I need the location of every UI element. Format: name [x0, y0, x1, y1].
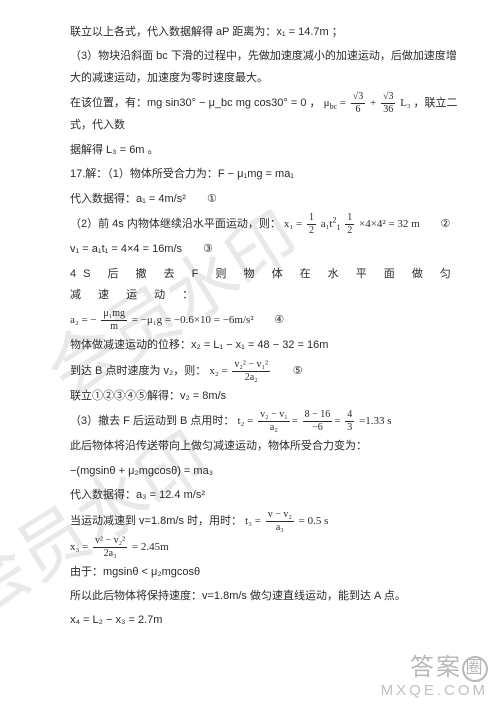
text-line: （3）撤去 F 后运动到 B 点用时： t₂ = v₂ − v₁a₂= 8 − …: [70, 410, 460, 433]
lead: a₂ = −: [70, 314, 97, 326]
frac-den: a₂: [258, 422, 290, 433]
frac-num: v₂ − v₁: [258, 410, 290, 422]
step-marker: ③: [203, 239, 213, 260]
formula-x2eq: x₂ = v₂² − v₁²2a₂: [209, 365, 274, 377]
step-marker: ①: [207, 189, 217, 210]
frac-den: 3: [345, 422, 354, 433]
frac-num: v₂² − v₁²: [232, 360, 270, 372]
text-line: 所以此后物体将保持速度：v=1.8m/s 做匀速直线运动，能到达 A 点。: [70, 586, 460, 607]
text-line: 代入数据得：a₁ = 4m/s² ①: [70, 189, 460, 210]
segment: v₁ = a₁t₁ = 4×4 = 16m/s: [70, 243, 182, 255]
document-body: 联立以上各式，代入数据解得 aP 距离为：x₁ = 14.7m ； （3）物块沿…: [0, 0, 500, 655]
frac-num: √3: [381, 92, 396, 104]
frac-num: v − v₂: [266, 510, 294, 522]
text-line: 到达 B 点时速度为 v₂，则： x₂ = v₂² − v₁²2a₂ ⑤: [70, 360, 460, 383]
suffix: = −μ₁g = −0.6×10 = −6m/s²: [132, 314, 254, 326]
logo-ring: 圈: [462, 656, 488, 682]
frac-den: 6: [351, 104, 366, 115]
text-line: v₁ = a₁t₁ = 4×4 = 16m/s ③: [70, 239, 460, 260]
mid: a₁t: [321, 218, 333, 230]
formula-x3: x₃ = v² − v₂²2a₃ = 2.45m: [70, 541, 169, 553]
text-line: 此后物体将沿传送带向上做匀减速运动，物体所受合力变为：: [70, 436, 460, 457]
segment: 代入数据得：a₁ = 4m/s²: [70, 193, 186, 205]
text-line: a₂ = − μ₁mgm = −μ₁g = −0.6×10 = −6m/s² ④: [70, 309, 460, 332]
formula-x1: x₁ = 12 a₁t21 12 ×4×4² = 32 m: [284, 218, 423, 230]
text-line: 联立以上各式，代入数据解得 aP 距离为：x₁ = 14.7m ；: [70, 22, 460, 43]
frac-num: v² − v₂²: [93, 536, 127, 548]
step-marker: ②: [440, 214, 450, 235]
text-line: 代入数据得：a₃ = 12.4 m/s²: [70, 485, 460, 506]
text-line: 据解得 L₃ = 6m 。: [70, 140, 460, 161]
segment: 到达 B 点时速度为 v₂，则：: [70, 365, 206, 377]
lead: x₂ =: [209, 365, 227, 377]
formula-mu: μbc = √36 + √336 L₃: [324, 97, 414, 109]
segment: （2）前 4s 内物体继续沿水平面运动，则：: [70, 218, 281, 230]
frac-num: 1: [345, 213, 354, 225]
frac-den: a₃: [266, 522, 294, 533]
lead: x₁ =: [284, 218, 302, 230]
frac-den: 2: [307, 225, 316, 236]
lead: x₃ =: [70, 541, 88, 553]
frac-den: 2: [345, 225, 354, 236]
text-line: （2）前 4s 内物体继续沿水平面运动，则： x₁ = 12 a₁t21 12 …: [70, 213, 460, 236]
text-line: −(mgsinθ + μ₂mgcosθ) = ma₃: [70, 461, 460, 482]
frac-den: 36: [381, 104, 396, 115]
footer-logo: 答案圈: [381, 647, 488, 682]
segment: （3）撤去 F 后运动到 B 点用时：: [70, 415, 234, 427]
frac-den: m: [101, 321, 127, 332]
text-line: 物体做减速运动的位移：x₂ = L₁ − x₁ = 48 − 32 = 16m: [70, 335, 460, 356]
frac-den: −6: [303, 422, 333, 433]
text-line: x₄ = L₂ − x₃ = 2.7m: [70, 610, 460, 631]
text-line: 当运动减速到 v=1.8m/s 时，用时： t₃ = v − v₂a₃ = 0.…: [70, 510, 460, 533]
footer-url: MXQE.COM: [381, 682, 488, 699]
frac-den: 2a₃: [93, 548, 127, 559]
frac-den: 2a₂: [232, 372, 270, 383]
lead: t₃ =: [245, 515, 261, 527]
text-line: 联立①②③④⑤解得：v₂ = 8m/s: [70, 386, 460, 407]
frac-num: μ₁mg: [101, 309, 127, 321]
suffix: ×4×4² = 32 m: [359, 218, 420, 230]
segment: 在该位置，有：mg sin30° − μ_bc mg cos30° = 0 ，: [70, 97, 321, 109]
segment: 当运动减速到 v=1.8m/s 时，用时：: [70, 515, 242, 527]
frac-num: 1: [307, 213, 316, 225]
frac-num: 4: [345, 410, 354, 422]
suffix: =1.33 s: [359, 415, 391, 427]
text-line: （3）物块沿斜面 bc 下滑的过程中，先做加速度减小的加速运动，后做加速度增大的…: [70, 46, 460, 89]
text-line: 4S 后 撤 去 F 则 物 体 在 水 平 面 做 匀 减 速 运 动 ：: [70, 264, 460, 307]
text-line: 由于：mgsinθ < μ₂mgcosθ: [70, 562, 460, 583]
suffix: = 2.45m: [132, 541, 169, 553]
formula-t3: t₃ = v − v₂a₃ = 0.5 s: [245, 515, 328, 527]
formula-a2: a₂ = − μ₁mgm = −μ₁g = −0.6×10 = −6m/s²: [70, 314, 256, 326]
step-marker: ④: [274, 310, 284, 331]
formula-t2: t₂ = v₂ − v₁a₂= 8 − 16−6= 43 =1.33 s: [237, 415, 391, 427]
footer-watermark: 答案圈 MXQE.COM: [381, 647, 488, 699]
frac-num: 8 − 16: [303, 410, 333, 422]
step-marker: ⑤: [293, 361, 303, 382]
logo-left: 答案: [410, 655, 462, 681]
suffix: = 0.5 s: [299, 515, 329, 527]
text-line: 17.解：（1）物体所受合力为：F − μ₁mg = ma₁: [70, 164, 460, 185]
text-line: x₃ = v² − v₂²2a₃ = 2.45m: [70, 536, 460, 559]
lead: t₂ =: [237, 415, 253, 427]
frac-num: √3: [351, 92, 366, 104]
tail: L₃: [400, 97, 411, 109]
text-line: 在该位置，有：mg sin30° − μ_bc mg cos30° = 0 ， …: [70, 92, 460, 136]
